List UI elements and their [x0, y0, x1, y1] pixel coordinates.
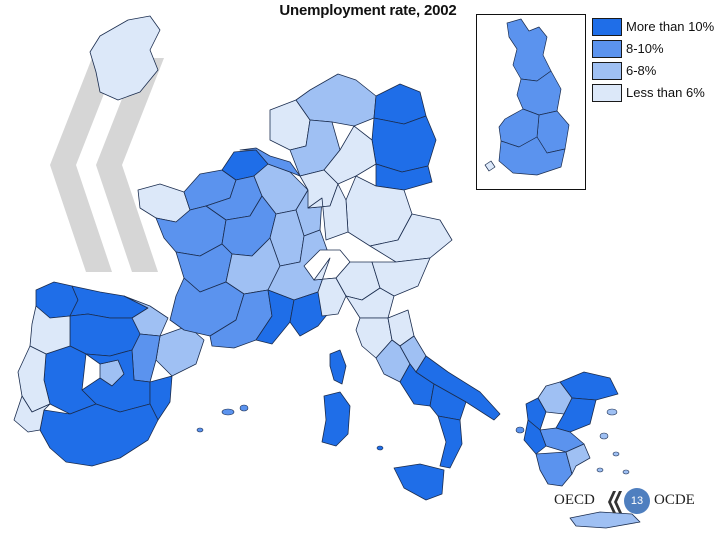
legend-label: Less than 6% [626, 85, 705, 100]
ocde-logo-text: OCDE [654, 492, 695, 508]
legend-item: 8-10% [592, 40, 720, 62]
legend-label: More than 10% [626, 19, 715, 34]
region-italy-calabria [437, 415, 463, 469]
region-finland-lapland [506, 18, 552, 82]
region-spain-andalusia [39, 403, 159, 467]
region-greece-attica [565, 443, 591, 475]
region-spain-catalonia [155, 325, 205, 377]
legend-swatch [592, 62, 622, 80]
finland-inset [476, 14, 586, 190]
region-spain-castilla-leon [69, 313, 141, 357]
legend-swatch [592, 84, 622, 102]
region-finland-south [498, 136, 566, 176]
legend-item: More than 10% [592, 18, 720, 40]
legend-item: 6-8% [592, 62, 720, 84]
region-germany-mecklenburg [373, 83, 427, 125]
legend-label: 8-10% [626, 41, 664, 56]
region-germany-brandenburg [371, 115, 437, 173]
oecd-logo-text: OECD [554, 492, 595, 508]
region-germany-hesse [323, 125, 377, 185]
region-spain-valencia [149, 375, 173, 421]
region-spain-extremadura [43, 345, 97, 415]
region-ireland [89, 15, 161, 101]
legend-label: 6-8% [626, 63, 657, 78]
legend-swatch [592, 18, 622, 36]
oecd-chevron-icon [608, 491, 622, 513]
footer: OECD 13 OCDE [548, 488, 720, 516]
region-sardinia [321, 391, 351, 447]
region-aland [484, 160, 496, 172]
legend-swatch [592, 40, 622, 58]
legend: More than 10% 8-10% 6-8% Less than 6% [592, 18, 720, 106]
region-greece-west [523, 419, 547, 455]
finland-map [484, 18, 570, 176]
oecd-watermark [50, 58, 164, 272]
region-sicily [393, 463, 445, 501]
region-germany-baden [307, 183, 349, 241]
region-portugal-north [29, 305, 71, 355]
page-number-badge[interactable]: 13 [624, 488, 650, 514]
legend-item: Less than 6% [592, 84, 720, 106]
map-title: Unemployment rate, 2002 [279, 2, 457, 19]
region-crete [569, 511, 641, 529]
region-corsica [329, 349, 347, 385]
region-portugal-south [13, 395, 51, 433]
region-germany-north [295, 73, 377, 127]
region-italy-apulia [415, 355, 501, 421]
region-greece-peloponnese [535, 451, 573, 487]
